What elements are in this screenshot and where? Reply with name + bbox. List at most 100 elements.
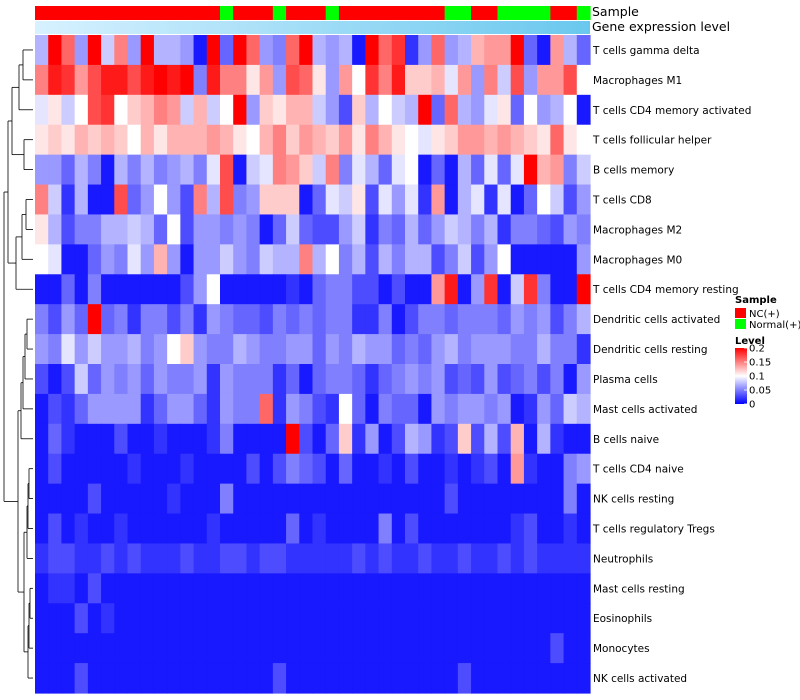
heatmap-cell <box>167 244 181 275</box>
heatmap-cell <box>246 154 261 186</box>
heatmap-cell <box>484 573 499 604</box>
sample-annotation-cell <box>48 6 63 20</box>
heatmap-cell <box>338 154 353 186</box>
heatmap-cell <box>101 633 115 664</box>
heatmap-cell <box>48 244 63 275</box>
heatmap-cell <box>220 483 234 515</box>
heatmap-cell <box>365 573 380 604</box>
heatmap-cell <box>405 244 419 275</box>
heatmap-cell <box>338 184 353 216</box>
heatmap-cell <box>193 64 208 96</box>
heatmap-cell <box>48 64 63 96</box>
heatmap-cell <box>74 154 89 186</box>
sample-legend-label: NC(+) <box>749 309 780 320</box>
heatmap-cell <box>338 453 353 485</box>
heatmap-cell <box>563 573 578 604</box>
heatmap-cell <box>497 423 512 455</box>
heatmap-cell <box>74 603 89 634</box>
heatmap-cell <box>180 364 195 395</box>
heatmap-cell <box>246 513 261 545</box>
sample-legend: Sample NC(+)Normal(+) <box>735 295 800 331</box>
heatmap-cell <box>312 214 327 245</box>
heatmap-cell <box>74 633 89 664</box>
heatmap-cell <box>378 453 393 485</box>
heatmap-cell <box>286 513 300 545</box>
heatmap-cell <box>87 633 102 664</box>
heatmap-cell <box>299 573 314 604</box>
sample-annotation-cell <box>312 6 327 20</box>
heatmap-cell <box>444 453 459 485</box>
heatmap-cell <box>101 393 115 425</box>
level-annotation-gradient <box>35 21 590 34</box>
heatmap-cell <box>127 64 142 96</box>
heatmap-cell <box>484 663 499 694</box>
heatmap-cell <box>484 124 499 156</box>
heatmap-cell <box>550 573 565 604</box>
sample-annotation-cell <box>299 6 314 20</box>
heatmap-cell <box>167 543 181 574</box>
heatmap-cell <box>484 483 499 515</box>
heatmap-cell <box>365 633 380 664</box>
heatmap-cell <box>405 124 419 156</box>
heatmap-cell <box>180 513 195 545</box>
heatmap-cell <box>431 94 446 126</box>
heatmap-cell <box>497 364 512 395</box>
heatmap-cell <box>510 94 525 126</box>
heatmap-cell <box>114 663 129 694</box>
heatmap-cell <box>444 154 459 186</box>
heatmap-cell <box>246 244 261 275</box>
sample-annotation-cell <box>206 6 221 20</box>
row-label: B cells memory <box>593 165 674 177</box>
heatmap-cell <box>206 393 221 425</box>
heatmap-cell <box>233 364 248 395</box>
row-label: B cells naive <box>593 434 659 446</box>
heatmap-cell <box>523 453 538 485</box>
heatmap-cell <box>457 154 472 186</box>
heatmap-cell <box>61 603 76 634</box>
heatmap-cell <box>153 94 168 126</box>
sample-annotation-cell <box>180 6 195 20</box>
heatmap-cell <box>325 453 340 485</box>
heatmap-cell <box>471 393 485 425</box>
heatmap-cell <box>61 244 76 275</box>
heatmap-cell <box>259 663 274 694</box>
heatmap-cell <box>523 513 538 545</box>
heatmap-cell <box>352 603 366 634</box>
heatmap-cell <box>325 483 340 515</box>
row-label: T cells gamma delta <box>592 45 700 57</box>
heatmap-cell <box>312 393 327 425</box>
heatmap-cell <box>206 453 221 485</box>
heatmap-cell <box>286 543 300 574</box>
heatmap-cell <box>233 483 248 515</box>
sample-annotation-cell <box>272 6 287 20</box>
row-dendrogram <box>3 49 33 679</box>
heatmap-cell <box>140 94 155 126</box>
heatmap-cell <box>87 244 102 275</box>
heatmap-cell <box>35 184 49 216</box>
heatmap-cell <box>484 423 499 455</box>
heatmap-cell <box>246 573 261 604</box>
heatmap-cell <box>259 304 274 335</box>
heatmap-cell <box>299 94 314 126</box>
heatmap-cell <box>114 393 129 425</box>
heatmap-cell <box>523 483 538 515</box>
heatmap-cell <box>457 603 472 634</box>
heatmap-cell <box>193 543 208 574</box>
heatmap-cell <box>563 124 578 156</box>
heatmap-cell <box>167 334 181 365</box>
heatmap-cell <box>391 513 406 545</box>
heatmap-cell <box>140 244 155 275</box>
heatmap-cell <box>114 423 129 455</box>
heatmap-cell <box>484 94 499 126</box>
heatmap-cell <box>457 244 472 275</box>
heatmap-cell <box>510 663 525 694</box>
heatmap-cell <box>391 274 406 305</box>
heatmap-cell <box>523 64 538 96</box>
heatmap-cell <box>484 184 499 216</box>
heatmap-cell <box>325 334 340 365</box>
heatmap-cell <box>391 663 406 694</box>
heatmap-cell <box>405 64 419 96</box>
heatmap-cell <box>457 364 472 395</box>
heatmap-cell <box>471 364 485 395</box>
heatmap-cell <box>497 483 512 515</box>
